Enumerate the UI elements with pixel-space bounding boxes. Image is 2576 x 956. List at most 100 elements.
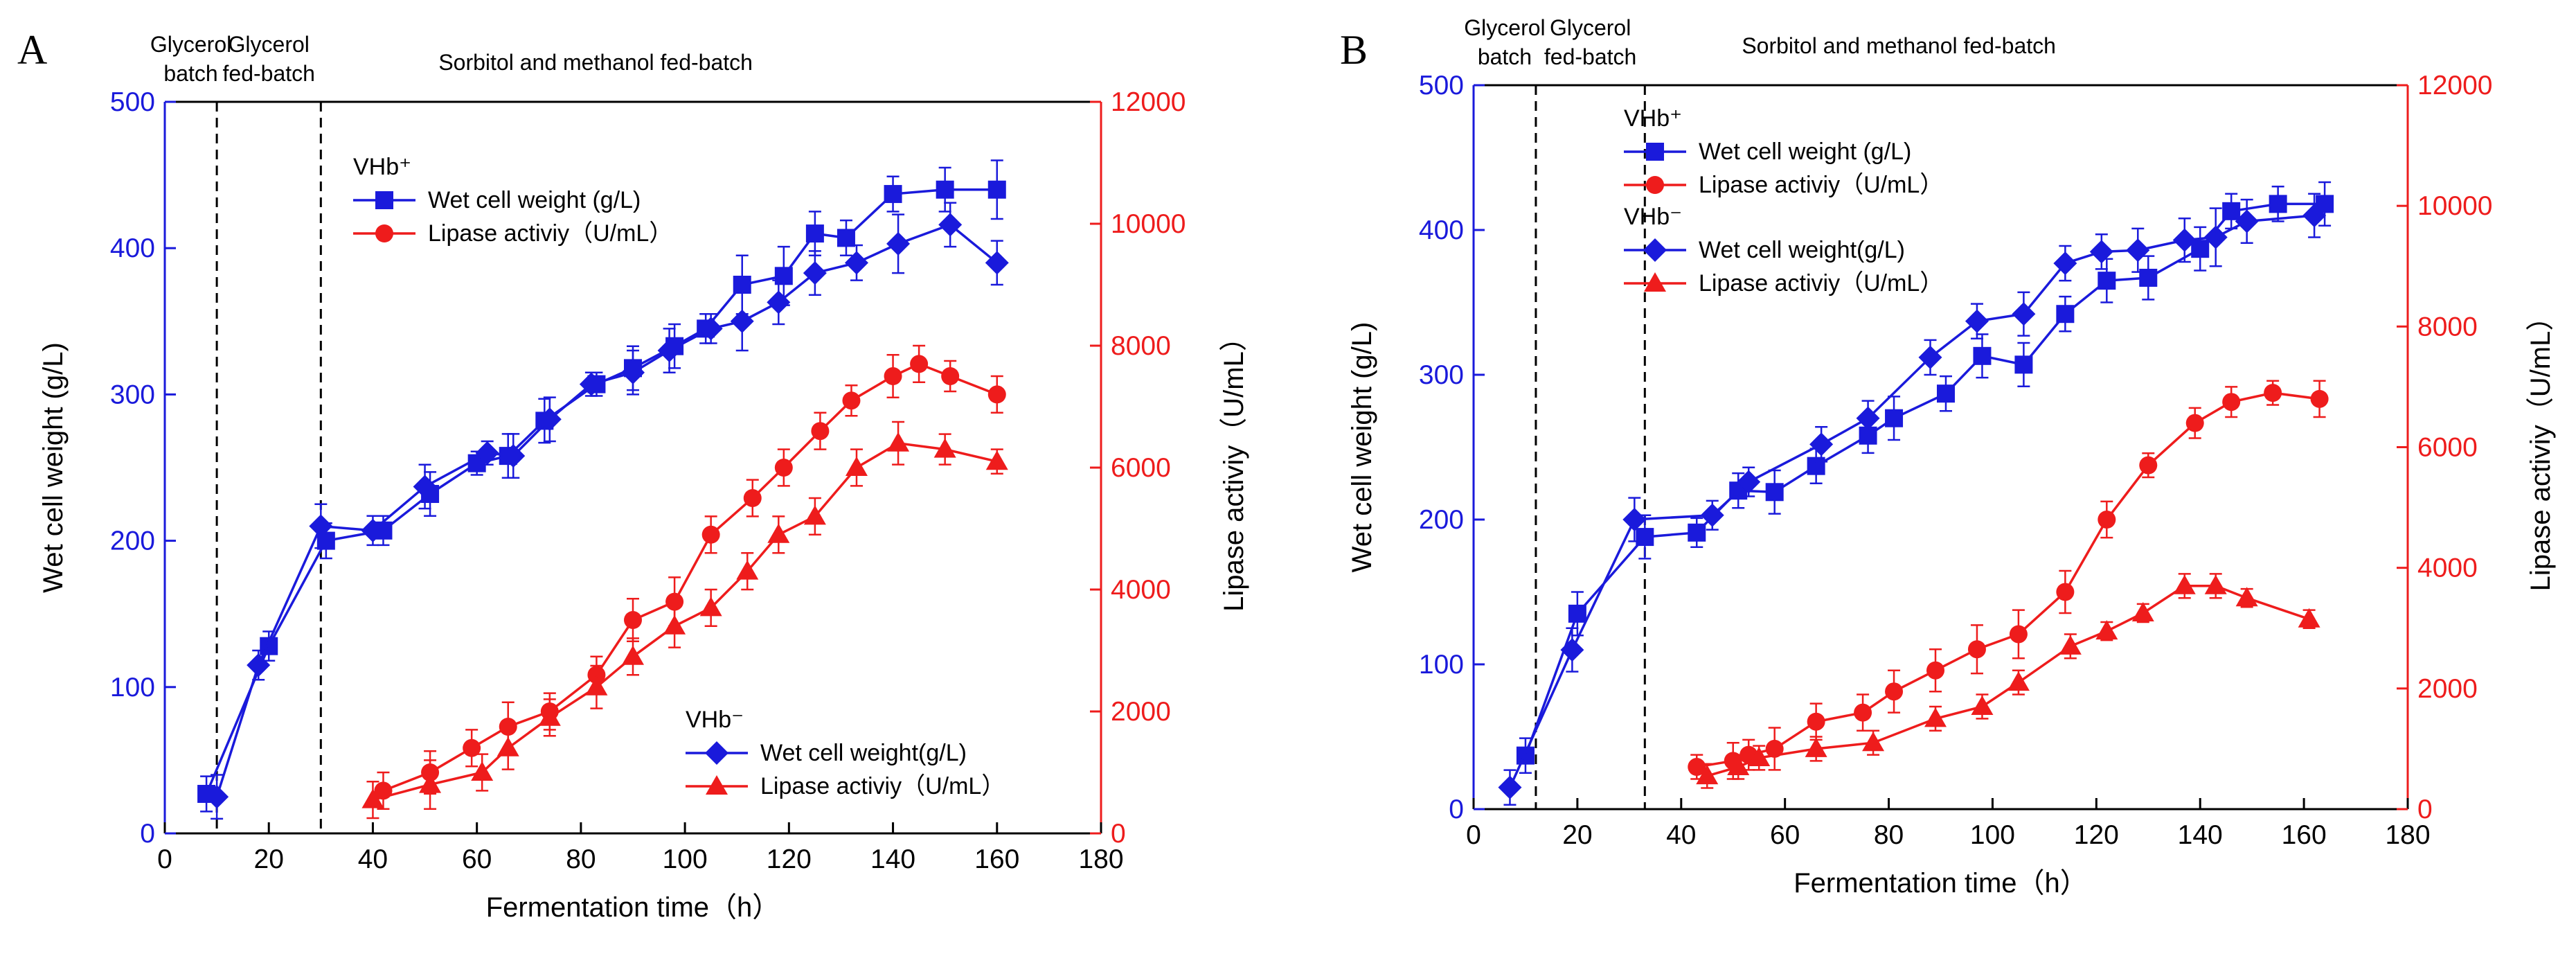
panel-b-data-point [1688,758,1706,777]
panel-a-data-point [933,438,956,458]
panel-b-data-point [1498,775,1522,799]
panel-a-x-tick-label: 180 [1078,844,1123,874]
panel-a-legend-label: Lipase activiy（U/mL） [760,773,1005,799]
panel-a-data-point [842,391,861,410]
panel-a-data-point [811,422,830,441]
panel-b-data-point [2264,384,2282,402]
panel-b-data-point [2089,240,2113,264]
panel-a-data-point [844,251,868,275]
panel-a-data-point [624,611,642,629]
panel-b-data-point [1885,682,1904,701]
panel-b-data-point [1809,432,1834,457]
panel-b-series-square [1516,181,2334,774]
panel-a: A Wet cell weight (g/L) Lipase activiy（U… [17,27,1249,923]
panel-a-data-point [585,675,608,696]
panel-a-left-tick-label: 300 [110,380,155,409]
panel-a-data-point [413,475,437,499]
panel-b-x-tick-label: 80 [1874,820,1904,850]
panel-a-data-point [767,290,791,315]
panel-a-data-point [361,788,384,808]
panel-a-right-tick-label: 2000 [1111,697,1171,727]
panel-b-left-tick-label: 0 [1449,795,1464,824]
panel-a-series-line [205,188,997,795]
panel-b-series-line [1508,214,2315,788]
panel-b-left-tick-label: 300 [1419,360,1464,390]
panel-a-legend-vhb-plus: VHb⁺ Wet cell weight (g/L) Lipase activiy（… [353,154,672,247]
panel-a-data-point [884,367,902,385]
panel-a-data-point [665,592,684,611]
panel-a-data-point [537,407,562,432]
panel-b-legend-label: Lipase activiy（U/mL） [1699,270,1943,296]
panel-b-x-axis-title: Fermentation time（h） [1794,868,2088,899]
panel-a-data-point [699,317,723,341]
panel-a-left-tick-label: 200 [110,526,155,556]
panel-a-right-tick-label: 8000 [1111,331,1171,361]
panel-b-left-tick-label: 200 [1419,505,1464,535]
panel-a-right-tick-label: 4000 [1111,575,1171,605]
panel-b-legend-marker [1644,272,1666,292]
panel-b-data-point [1807,457,1825,475]
panel-b-right-tick-label: 0 [2417,795,2433,824]
panel-b-phase-label: Sorbitol and methanol fed-batch [1742,33,2056,58]
panel-a-left-axis-title: Wet cell weight (g/L) [38,342,69,593]
panel-b-data-point [1568,604,1586,623]
panel-b-data-point [1971,695,1994,715]
panel-b-data-point [1807,712,1825,731]
panel-a-data-point [910,355,929,373]
panel-a-phase-label: fed-batch [223,61,315,86]
panel-b-series-diamond [1498,193,2327,806]
panel-b-data-point [2298,608,2320,628]
panel-b-data-point [2185,414,2204,432]
panel-b-data-point [1973,346,1992,365]
panel-a-series-diamond [205,202,1009,820]
panel-b-data-point [2059,635,2082,655]
panel-b-left-tick-label: 500 [1419,71,1464,100]
panel-b-legend-header: VHb⁻ [1624,204,1682,230]
panel-a-left-tick-label: 400 [110,233,155,263]
panel-b-phase-label: batch [1478,44,1532,69]
panel-a-legend-header: VHb⁻ [686,707,744,733]
panel-b-data-point [2009,625,2028,644]
panel-a-data-point [774,267,793,285]
panel-b-legend-marker [1646,143,1664,161]
panel-b-right-tick-label: 6000 [2417,433,2478,463]
panel-b-data-point [2053,251,2077,276]
panel-b-legend-label: Wet cell weight(g/L) [1699,237,1905,263]
panel-a-data-point [985,450,1008,470]
panel-a-phase-label: Glycerol [229,32,310,57]
panel-b-data-point [2056,583,2075,601]
panel-a-x-axis-title: Fermentation time（h） [486,892,780,923]
panel-b-data-point [2204,574,2227,594]
panel-a-data-point [361,518,385,542]
panel-a-series-square [197,159,1006,813]
panel-b-data-point [1918,345,1942,369]
panel-b-data-point [2126,238,2150,263]
panel-a-data-point [621,360,645,384]
panel-b-data-point [1636,528,1654,547]
panel-b-data-point [1700,503,1724,527]
panel-a-data-point [663,614,686,635]
panel-b-legend-marker [1643,238,1667,262]
panel-b-data-point [1765,739,1784,758]
panel-a-x-tick-label: 120 [767,844,812,874]
panel-b-data-point [1965,309,1989,333]
panel-a-legend-marker [375,191,393,209]
panel-a-data-point [475,441,499,465]
panel-a-series-line [372,441,998,802]
panel-b-series-line [1706,585,2310,777]
panel-b-series-circle [1688,380,2329,780]
panel-a-data-point [501,444,526,468]
panel-b-data-point [2235,587,2258,607]
panel-a-data-point [699,596,722,617]
panel-a-left-tick-label: 0 [140,819,155,849]
panel-a-left-tick-label: 500 [110,87,155,117]
panel-b-data-point [1727,756,1750,776]
panel-a-legend-header: VHb⁺ [353,154,411,180]
panel-a-phase-label: Glycerol [150,32,231,57]
panel-b-data-point [2098,511,2116,529]
panel-a-data-point [985,251,1009,275]
panel-b-data-point [2172,228,2197,252]
panel-b-data-point [2012,302,2036,326]
panel-a-legend-label: Wet cell weight (g/L) [428,187,641,213]
